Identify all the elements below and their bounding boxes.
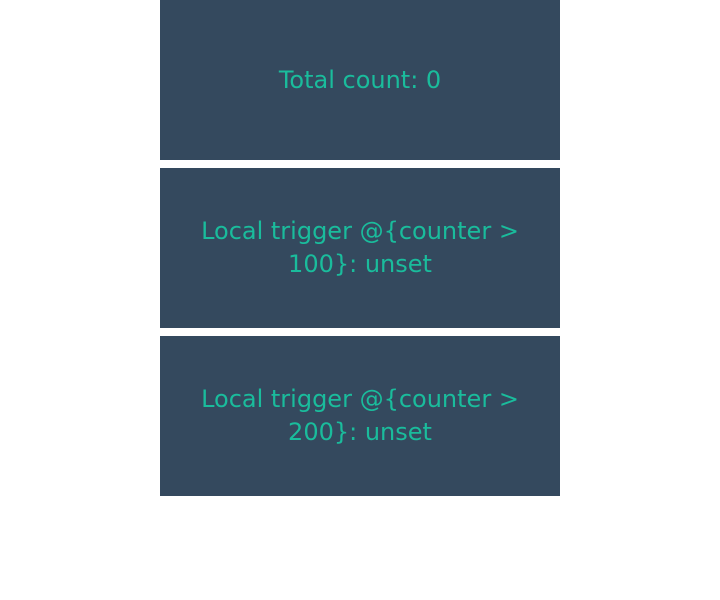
- trigger-100-card: Local trigger @{counter > 100}: unset: [160, 168, 560, 328]
- total-count-card: Total count: 0: [160, 0, 560, 160]
- trigger-100-text: Local trigger @{counter > 100}: unset: [201, 217, 519, 278]
- trigger-200-text: Local trigger @{counter > 200}: unset: [201, 385, 519, 446]
- trigger-200-card: Local trigger @{counter > 200}: unset: [160, 336, 560, 496]
- total-count-text: Total count: 0: [278, 65, 442, 94]
